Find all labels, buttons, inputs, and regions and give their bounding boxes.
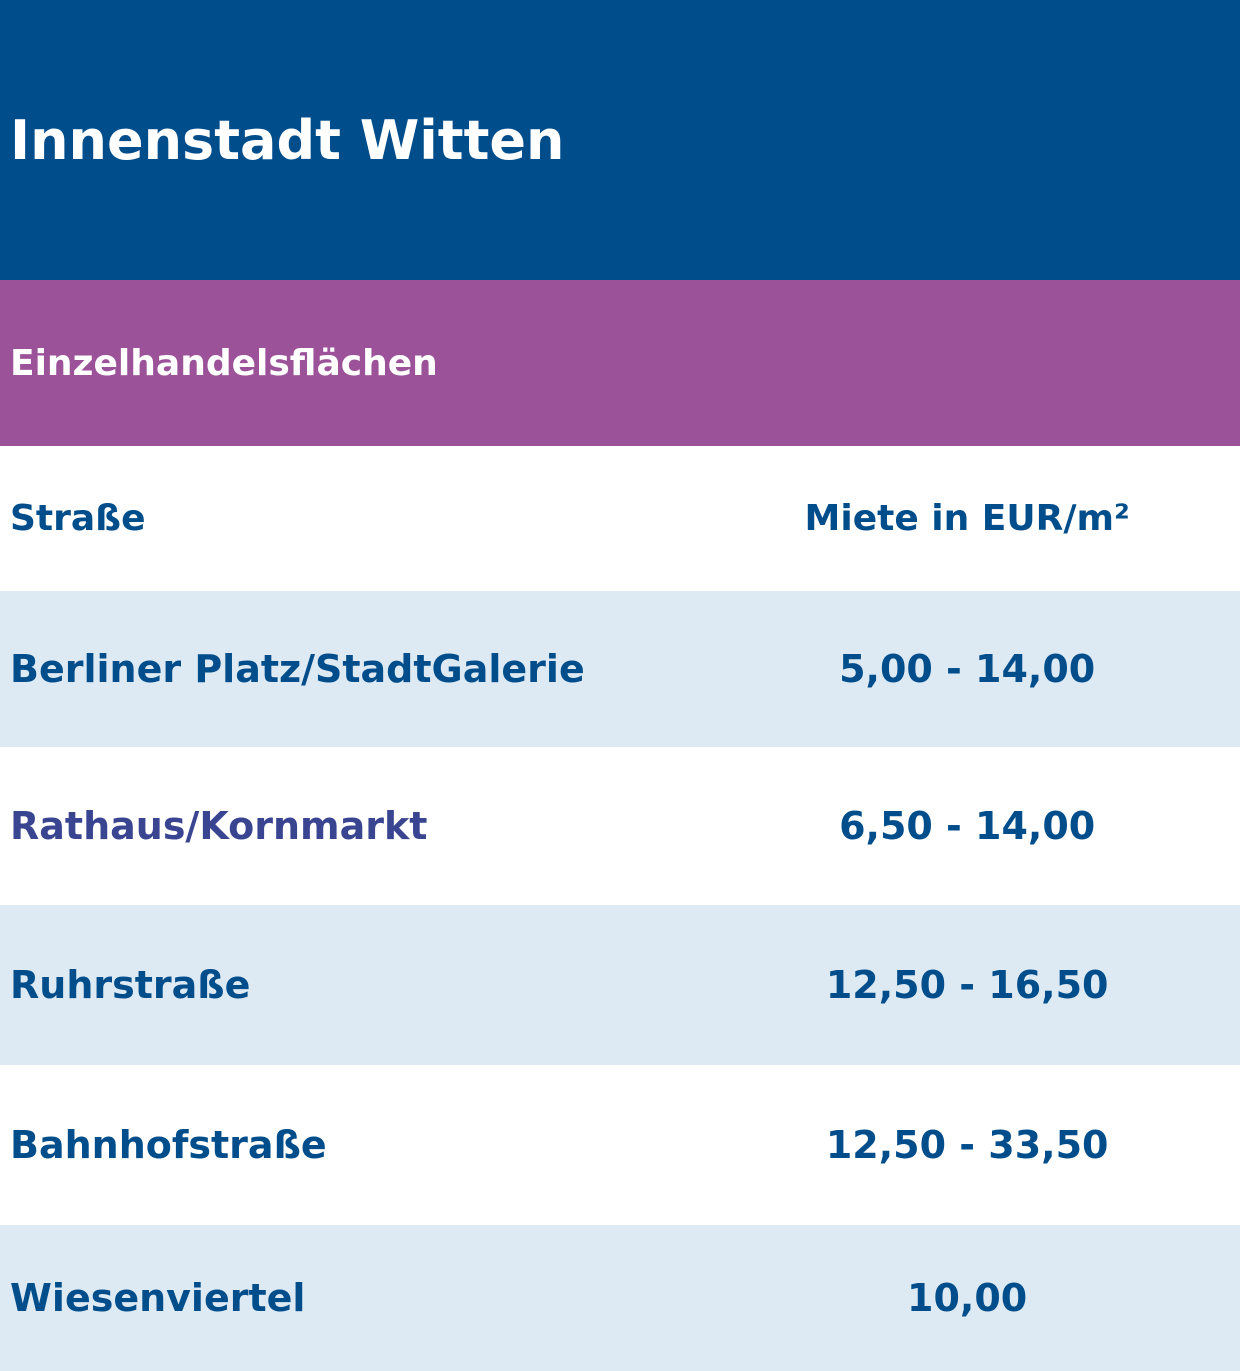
street: Bahnhofstraße: [10, 1123, 327, 1167]
header: Innenstadt Witten: [0, 0, 1240, 280]
table-body: Berliner Platz/StadtGalerie 5,00 - 14,00 R…: [0, 591, 1240, 1371]
table-row: Bahnhofstraße 12,50 - 33,50: [0, 1065, 1240, 1225]
rent: 6,50 - 14,00: [839, 804, 1096, 848]
table-row: Ruhrstraße 12,50 - 16,50: [0, 905, 1240, 1065]
table-row: Rathaus/Kornmarkt 6,50 - 14,00: [0, 747, 1240, 905]
section-title: Einzelhandelsflächen: [10, 342, 438, 384]
table-row: Berliner Platz/StadtGalerie 5,00 - 14,00: [0, 591, 1240, 747]
street: Ruhrstraße: [10, 963, 251, 1007]
table-row: Wiesenviertel 10,00: [0, 1225, 1240, 1371]
rent: 12,50 - 33,50: [825, 1123, 1109, 1167]
rent: 12,50 - 16,50: [825, 963, 1109, 1007]
section-header: Einzelhandelsflächen: [0, 280, 1240, 446]
column-header: Miete in EUR/m²: [804, 498, 1130, 539]
street: Rathaus/Kornmarkt: [10, 804, 428, 848]
rent: 5,00 - 14,00: [839, 647, 1096, 691]
rent: 10,00: [907, 1276, 1028, 1320]
title: Innenstadt Witten: [10, 108, 565, 172]
table-header: Straße Miete in EUR/m²: [0, 446, 1240, 591]
street: Berliner Platz/StadtGalerie: [10, 647, 585, 691]
column-header: Straße: [10, 498, 146, 539]
street: Wiesenviertel: [10, 1276, 306, 1320]
